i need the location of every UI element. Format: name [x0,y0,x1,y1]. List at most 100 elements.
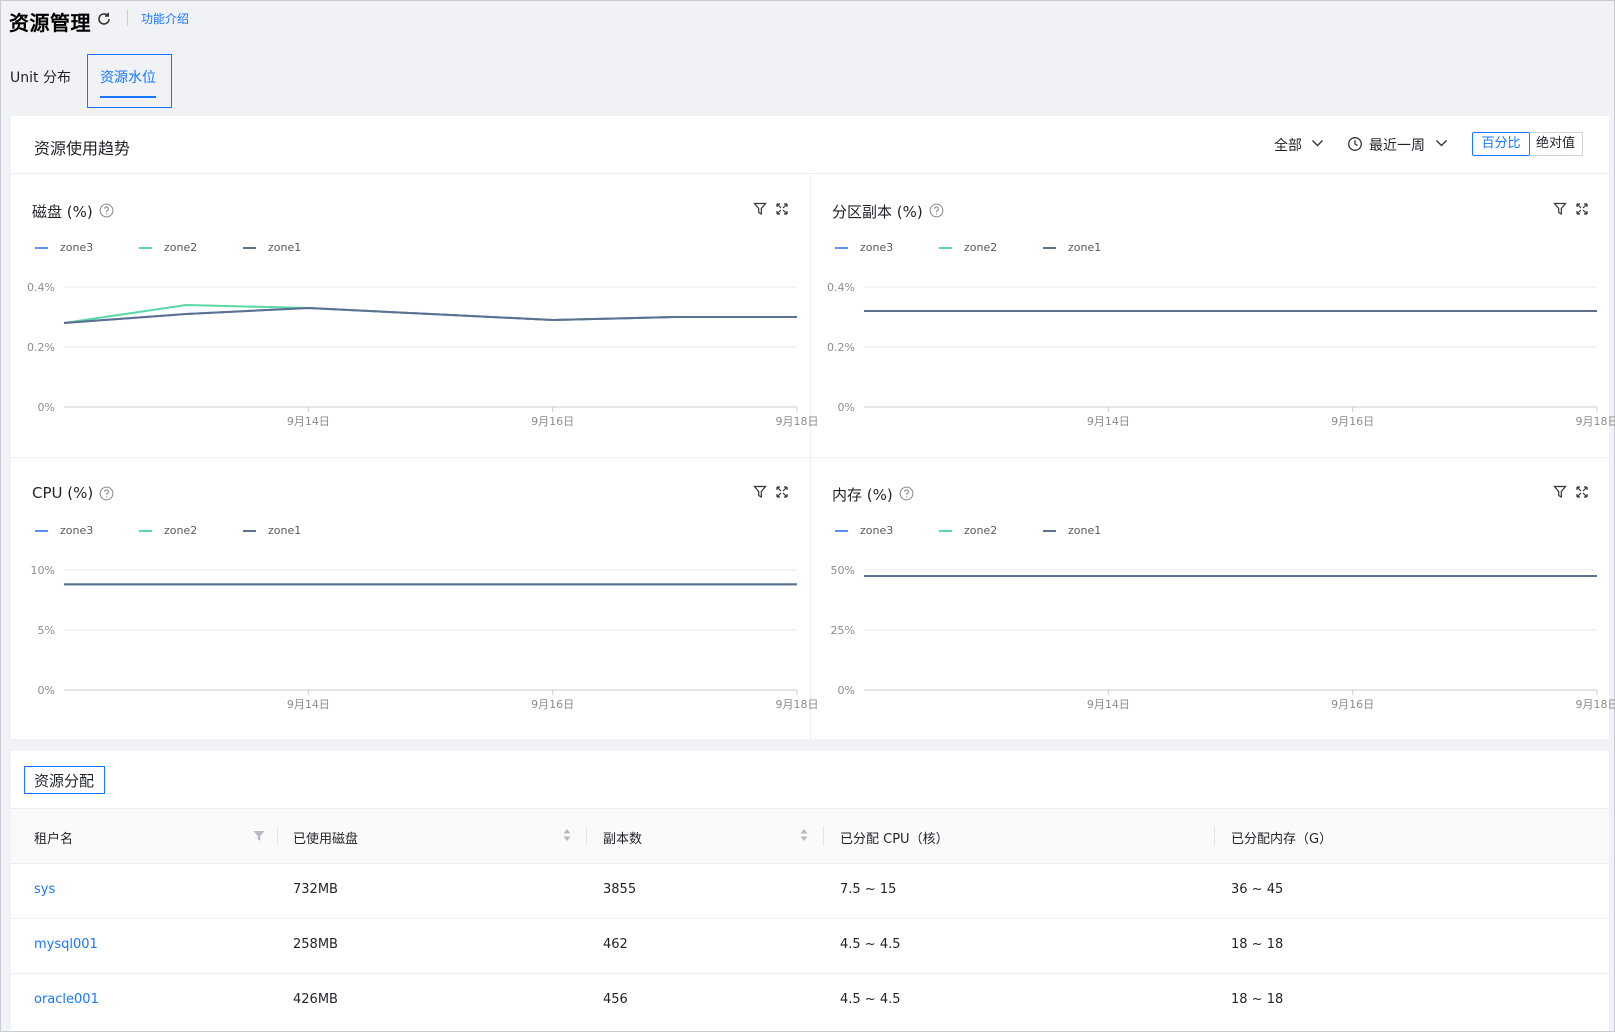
time-range-select[interactable]: 最近一周 [1369,138,1425,154]
line-chart: 0.4% 0.2% 0% 9月14日 9月16日 9月18日 [827,281,1615,428]
legend-label: zone1 [268,524,302,537]
column-header-tenant: 租户名 [34,832,74,847]
x-tick-label: 9月14日 [1087,415,1130,428]
allocation-divider [11,808,1609,809]
y-tick-label: 50% [831,564,855,577]
resource-allocation-card [11,751,1609,1031]
column-separator [277,826,278,846]
help-icon[interactable] [929,203,944,218]
cpu-cell: 7.5 ~ 15 [840,882,897,897]
legend-label: zone3 [860,241,894,254]
table-row [11,864,1609,919]
disk-used-cell: 426MB [293,992,338,1007]
column-header-replicas[interactable]: 副本数 [603,832,643,847]
clock-icon [1348,137,1362,151]
memory-cell: 18 ~ 18 [1231,992,1284,1007]
allocation-title: 资源分配 [34,772,95,790]
x-tick-label: 9月18日 [776,415,819,428]
replicas-cell: 456 [603,992,628,1007]
legend-item[interactable]: zone1 [243,241,301,254]
y-tick-label: 0.2% [27,341,55,354]
x-tick-label: 9月18日 [1576,698,1615,711]
y-tick-label: 0.4% [827,281,855,294]
y-tick-label: 0% [838,684,855,697]
legend-item[interactable]: zone1 [243,524,301,537]
legend-item[interactable]: zone3 [835,241,893,254]
legend-swatch [243,529,256,532]
disk-used-cell: 258MB [293,937,338,952]
legend-item[interactable]: zone2 [939,241,997,254]
x-tick-label: 9月18日 [776,698,819,711]
y-tick-label: 5% [38,624,55,637]
legend-item[interactable]: zone1 [1043,524,1101,537]
column-header-disk-used[interactable]: 已使用磁盘 [293,832,359,847]
fullscreen-icon[interactable] [775,485,789,499]
y-tick-label: 0% [838,401,855,414]
tab-resource-watermark[interactable]: 资源水位 [100,70,156,86]
memory-cell: 36 ~ 45 [1231,882,1284,897]
replicas-cell: 462 [603,937,628,952]
legend-item[interactable]: zone1 [1043,241,1101,254]
y-tick-label: 0.2% [827,341,855,354]
column-filter-icon[interactable] [253,830,265,842]
legend-swatch [1043,246,1056,249]
fullscreen-icon[interactable] [1575,485,1589,499]
legend-label: zone3 [860,524,894,537]
tenant-link[interactable]: mysql001 [34,937,98,952]
legend-label: zone2 [164,241,198,254]
help-icon[interactable] [899,486,914,501]
x-tick-label: 9月16日 [1331,698,1374,711]
legend-item[interactable]: zone3 [835,524,893,537]
legend-swatch [139,246,152,249]
help-icon[interactable] [99,203,114,218]
legend-label: zone3 [60,241,94,254]
chevron-down-icon[interactable] [1435,135,1448,151]
y-tick-label: 10% [31,564,55,577]
x-tick-label: 9月14日 [287,415,330,428]
legend-item[interactable]: zone2 [939,524,997,537]
chart-panel: 内存 (%) zone3 zone2 zone1 50% 25% 0% 9月14日 9月16日 9… [811,458,1615,740]
tab-unit-distribution[interactable]: Unit 分布 [10,70,71,86]
fullscreen-icon[interactable] [775,202,789,216]
filter-icon[interactable] [753,202,767,216]
table-row [11,974,1609,1029]
filter-icon[interactable] [1553,202,1567,216]
legend-label: zone2 [964,524,998,537]
filter-icon[interactable] [753,485,767,499]
y-tick-label: 0% [38,684,55,697]
column-header-memory: 已分配内存（G） [1231,832,1333,847]
column-header-cpu: 已分配 CPU（核） [840,832,949,847]
legend-swatch [835,246,848,249]
legend-swatch [35,246,48,249]
allocation-title-outline [24,766,105,794]
y-tick-label: 0.4% [27,281,55,294]
fullscreen-icon[interactable] [1575,202,1589,216]
legend-label: zone2 [164,524,198,537]
legend-label: zone1 [1068,524,1102,537]
legend-item[interactable]: zone2 [139,241,197,254]
mode-percent-button[interactable]: 百分比 [1472,132,1530,156]
filter-icon[interactable] [1553,485,1567,499]
active-tab-indicator [100,96,156,98]
x-tick-label: 9月18日 [1576,415,1615,428]
sort-icon[interactable] [562,827,572,843]
tenant-link[interactable]: oracle001 [34,992,99,1007]
feature-intro-link[interactable]: 功能介绍 [141,12,190,26]
refresh-icon[interactable] [96,11,112,27]
chart-panel: CPU (%) zone3 zone2 zone1 10% 5% 0% 9月14日 9月16日 9… [11,458,819,740]
zone-scope-select[interactable]: 全部 [1274,138,1302,154]
line-chart: 10% 5% 0% 9月14日 9月16日 9月18日 [31,564,819,711]
legend-label: zone1 [268,241,302,254]
legend-item[interactable]: zone3 [35,524,93,537]
line-chart: 0.4% 0.2% 0% 9月14日 9月16日 9月18日 [27,281,818,428]
tenant-link[interactable]: sys [34,882,56,897]
legend-label: zone2 [964,241,998,254]
mode-absolute-button[interactable]: 绝对值 [1529,132,1583,156]
chevron-down-icon[interactable] [1311,135,1324,151]
line-chart: 50% 25% 0% 9月14日 9月16日 9月18日 [831,564,1615,711]
table-row [11,919,1609,974]
legend-item[interactable]: zone2 [139,524,197,537]
legend-item[interactable]: zone3 [35,241,93,254]
sort-icon[interactable] [799,827,809,843]
help-icon[interactable] [99,486,114,501]
